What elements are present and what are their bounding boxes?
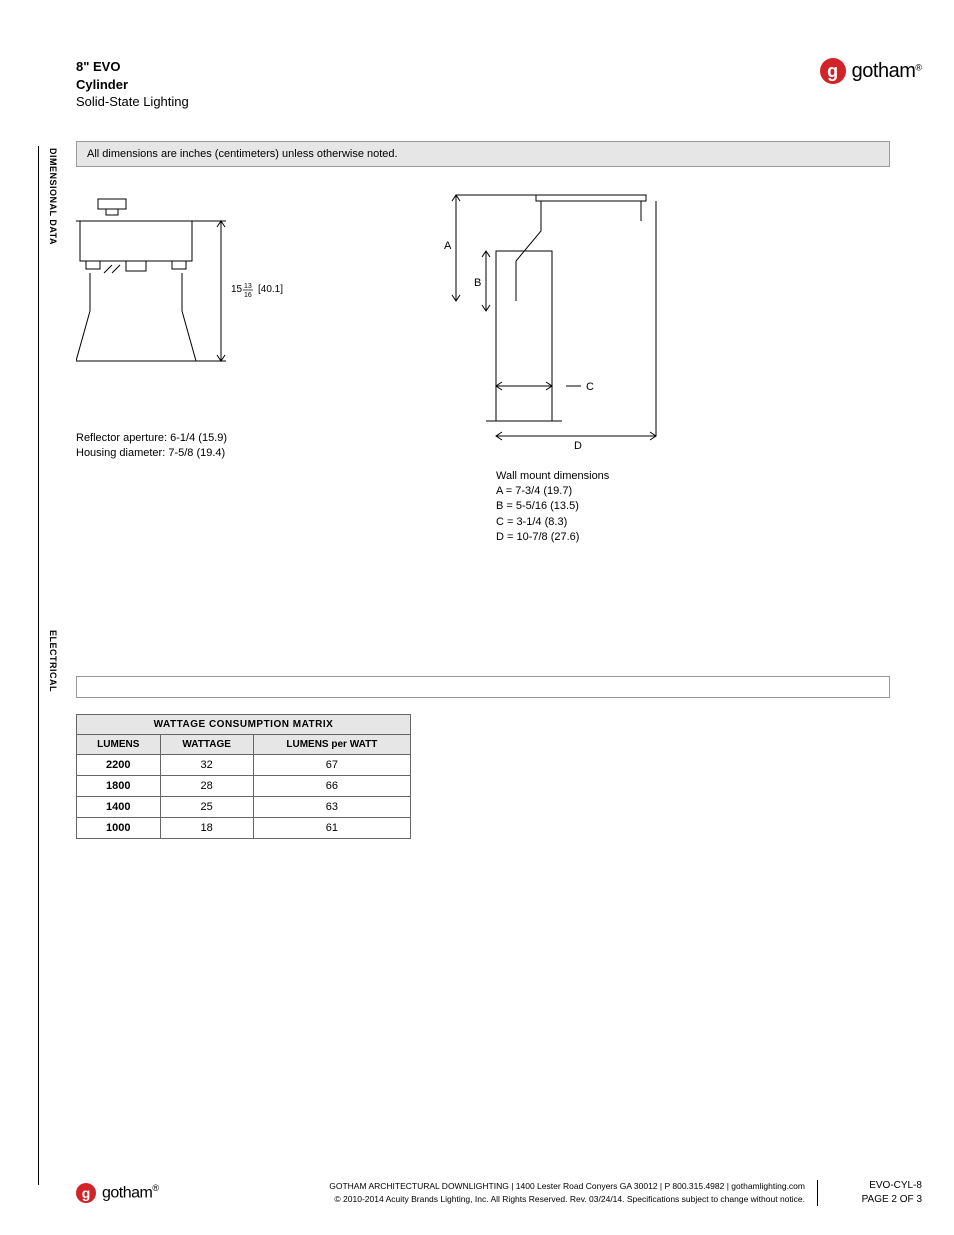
matrix-title: WATTAGE CONSUMPTION MATRIX — [77, 714, 411, 734]
svg-text:D: D — [574, 440, 582, 451]
caption-housing: Housing diameter: 7-5/8 (19.4) — [76, 446, 306, 461]
caption-D: D = 10-7/8 (27.6) — [496, 530, 676, 545]
caption-A: A = 7-3/4 (19.7) — [496, 484, 676, 499]
fixture-right-diagram: A B C D — [366, 191, 676, 451]
page-header: 8" EVO Cylinder Solid-State Lighting g g… — [76, 58, 922, 141]
svg-text:C: C — [586, 381, 594, 393]
left-caption: Reflector aperture: 6-1/4 (15.9) Housing… — [76, 431, 306, 462]
svg-text:16: 16 — [244, 292, 252, 299]
svg-text:13: 13 — [244, 283, 252, 290]
diagram-row: 15 13 16 [40.1] Reflector aperture: 6-1/… — [76, 191, 922, 546]
caption-wall-title: Wall mount dimensions — [496, 469, 676, 484]
brand-logo: g gotham® — [820, 58, 922, 84]
svg-text:B: B — [474, 277, 481, 289]
footer-logo-mark-icon: g — [76, 1183, 96, 1203]
matrix-col-lpw: LUMENS per WATT — [253, 734, 410, 754]
side-rule-electrical — [38, 631, 39, 1185]
footer-code: EVO-CYL-8 — [832, 1179, 922, 1193]
page-footer: g gotham® GOTHAM ARCHITECTURAL DOWNLIGHT… — [76, 1179, 922, 1207]
registered-icon: ® — [915, 62, 922, 72]
wattage-matrix-table: WATTAGE CONSUMPTION MATRIX LUMENS WATTAG… — [76, 714, 411, 839]
dimensions-note: All dimensions are inches (centimeters) … — [76, 141, 890, 167]
title-line1: 8" EVO — [76, 58, 189, 76]
matrix-col-lumens: LUMENS — [77, 734, 161, 754]
svg-text:15: 15 — [231, 284, 243, 295]
side-label-electrical: ELECTRICAL — [48, 630, 58, 692]
svg-text:A: A — [444, 240, 452, 252]
footer-center: GOTHAM ARCHITECTURAL DOWNLIGHTING | 1400… — [173, 1180, 818, 1206]
caption-C: C = 3-1/4 (8.3) — [496, 515, 676, 530]
logo-mark-icon: g — [820, 58, 846, 84]
svg-text:[40.1]: [40.1] — [258, 284, 283, 295]
footer-logo: g gotham® — [76, 1183, 159, 1203]
side-label-dimensional: DIMENSIONAL DATA — [48, 148, 58, 245]
diagram-left-col: 15 13 16 [40.1] Reflector aperture: 6-1/… — [76, 191, 306, 462]
caption-B: B = 5-5/16 (13.5) — [496, 499, 676, 514]
table-row: 1400 25 63 — [77, 796, 411, 817]
side-rule-dimensional — [38, 146, 39, 631]
footer-logo-text-wrap: gotham® — [102, 1183, 159, 1202]
table-row: 2200 32 67 — [77, 754, 411, 775]
logo-text: gotham® — [852, 60, 922, 83]
footer-right: EVO-CYL-8 PAGE 2 OF 3 — [832, 1179, 922, 1207]
title-line3: Solid-State Lighting — [76, 93, 189, 111]
right-caption: Wall mount dimensions A = 7-3/4 (19.7) B… — [496, 469, 676, 546]
title-line2: Cylinder — [76, 76, 189, 94]
table-row: 1800 28 66 — [77, 775, 411, 796]
matrix-col-wattage: WATTAGE — [160, 734, 253, 754]
title-block: 8" EVO Cylinder Solid-State Lighting — [76, 58, 189, 111]
footer-registered-icon: ® — [152, 1183, 159, 1193]
footer-page: PAGE 2 OF 3 — [832, 1193, 922, 1207]
electrical-bar — [76, 676, 890, 698]
caption-aperture: Reflector aperture: 6-1/4 (15.9) — [76, 431, 306, 446]
diagram-right-col: A B C D Wall mount dimensions A = 7-3/4 … — [366, 191, 676, 546]
fixture-left-diagram: 15 13 16 [40.1] — [76, 191, 306, 391]
footer-line2: © 2010-2014 Acuity Brands Lighting, Inc.… — [173, 1193, 805, 1206]
table-row: 1000 18 61 — [77, 817, 411, 838]
footer-line1: GOTHAM ARCHITECTURAL DOWNLIGHTING | 1400… — [173, 1180, 805, 1193]
